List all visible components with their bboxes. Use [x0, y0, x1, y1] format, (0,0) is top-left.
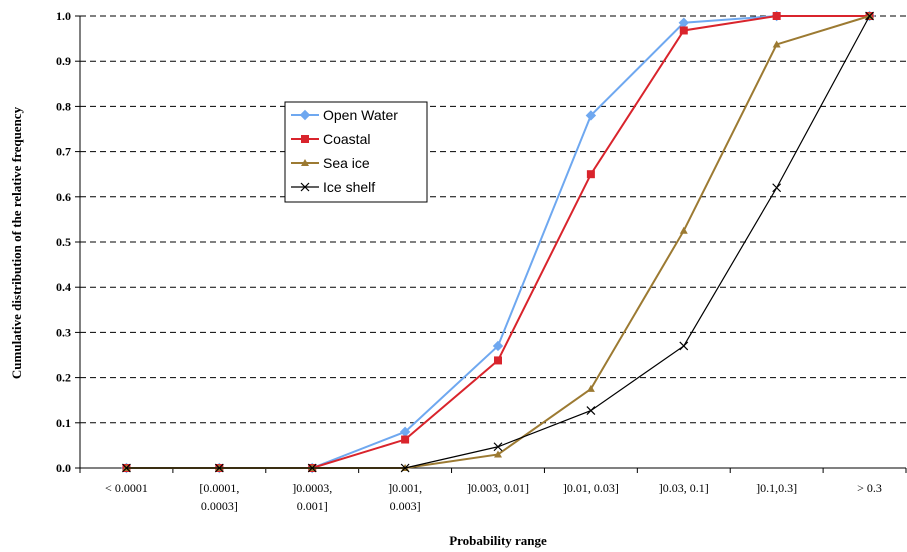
x-tick-label: ]0.0003, 0.001] — [292, 481, 332, 513]
y-tick-label: 0.9 — [56, 54, 71, 68]
y-tick-label: 0.5 — [56, 235, 71, 249]
tick-labels: 0.0 0.1 0.2 0.3 0.4 0.5 0.6 0.7 0.8 0.9 1.0 < 0.000… — [56, 9, 882, 513]
x-tick-label: > 0.3 — [857, 481, 882, 495]
y-tick-label: 0.3 — [56, 325, 71, 339]
legend-marker — [301, 159, 309, 166]
data-point — [586, 406, 596, 416]
y-tick-label: 0.1 — [56, 416, 71, 430]
x-tick-label: ]0.003, 0.01] — [467, 481, 529, 495]
x-tick-label: ]0.03, 0.1] — [659, 481, 709, 495]
data-point — [586, 170, 595, 179]
data-point — [493, 442, 503, 452]
y-tick-label: 0.6 — [56, 190, 71, 204]
x-axis-title: Probability range — [449, 533, 547, 548]
data-point — [586, 384, 595, 392]
marker-stroke — [772, 183, 782, 193]
data-point — [772, 40, 781, 48]
data-point — [401, 435, 410, 444]
legend-marker — [300, 182, 310, 192]
y-axis-title: Cumulative distribution of the relative … — [9, 106, 24, 379]
legend-label: Ice shelf — [323, 179, 375, 195]
data-point — [400, 463, 410, 473]
x-tick-label: ]0.001, 0.003] — [388, 481, 422, 513]
legend: Open Water Coastal Sea ice Ice shelf — [284, 101, 428, 203]
data-point — [492, 340, 504, 352]
y-tick-label: 0.2 — [56, 371, 71, 385]
y-tick-label: 0.7 — [56, 145, 71, 159]
data-point — [865, 11, 874, 21]
legend-label: Open Water — [323, 107, 398, 123]
data-point — [585, 110, 597, 121]
series-ice-shelf — [122, 11, 874, 473]
data-point — [494, 450, 502, 458]
y-tick-label: 0.0 — [56, 461, 71, 475]
data-point — [122, 463, 131, 473]
data-point — [772, 183, 782, 193]
marker-stroke — [586, 406, 596, 416]
data-point — [214, 463, 224, 473]
marker-stroke — [122, 463, 131, 473]
legend-label: Sea ice — [323, 155, 370, 171]
grid-lines — [80, 15, 906, 424]
series-line — [126, 15, 870, 469]
data-point — [679, 26, 688, 35]
x-tick-label: ]0.01, 0.03] — [563, 481, 619, 495]
marker-stroke — [214, 463, 224, 473]
y-tick-label: 0.8 — [56, 99, 71, 113]
series-lines — [121, 10, 875, 474]
marker-stroke — [493, 442, 503, 452]
data-point — [679, 226, 688, 234]
axes — [75, 15, 907, 473]
data-point — [772, 12, 781, 20]
marker-stroke — [865, 11, 874, 21]
marker-stroke — [307, 463, 317, 473]
data-point — [307, 463, 317, 473]
y-tick-label: 1.0 — [56, 9, 71, 23]
x-tick-label: < 0.0001 — [105, 481, 148, 495]
x-tick-label: [0.0001, 0.0003] — [199, 481, 239, 513]
legend-marker — [299, 109, 311, 121]
y-tick-label: 0.4 — [56, 280, 71, 294]
marker-stroke — [679, 341, 689, 351]
x-tick-label: ]0.1,0.3] — [756, 481, 797, 495]
legend-label: Coastal — [323, 131, 370, 147]
marker-stroke — [300, 182, 310, 192]
legend-box — [284, 101, 428, 203]
marker-stroke — [400, 463, 410, 473]
legend-marker — [301, 135, 309, 143]
data-point — [494, 356, 502, 365]
data-point — [679, 341, 689, 351]
